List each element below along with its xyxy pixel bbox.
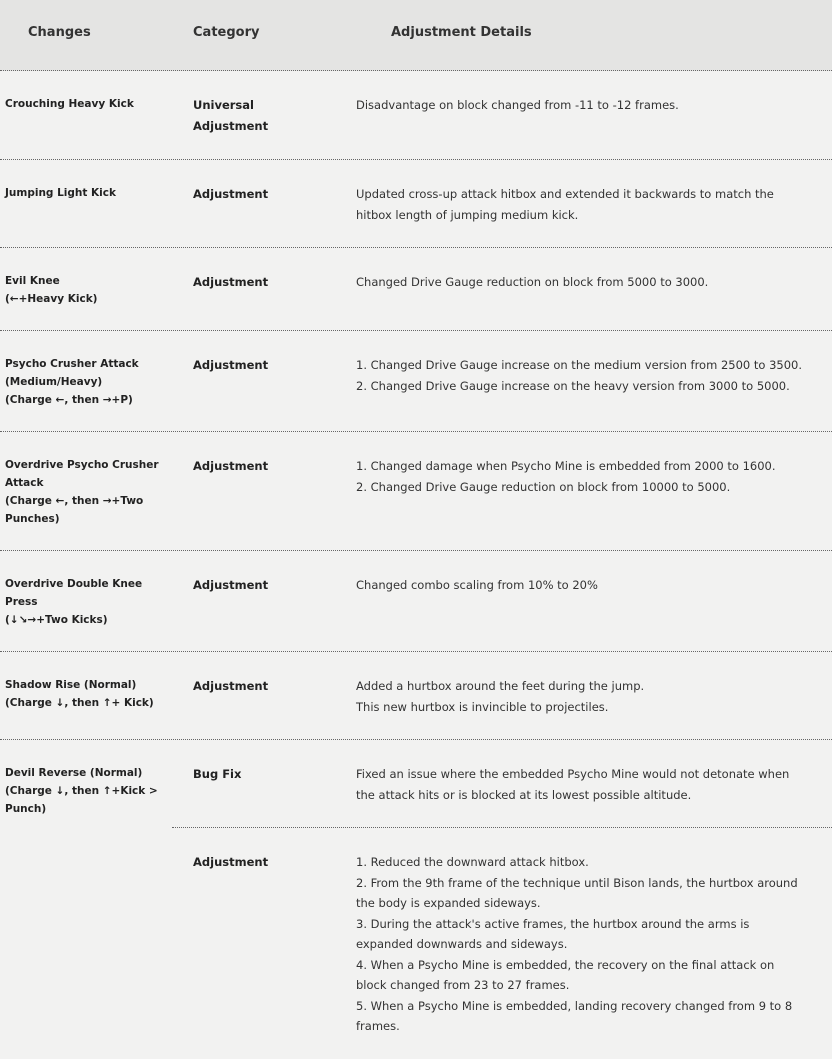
table-row: Overdrive Double Knee Press (↓↘→+Two Kick… (0, 551, 832, 652)
category-cell: Adjustment (193, 358, 269, 372)
details-cell: Changed combo scaling from 10% to 20% (356, 575, 806, 596)
detail-line: This new hurtbox is invincible to projec… (356, 699, 609, 714)
detail-line: Changed combo scaling from 10% to 20% (356, 578, 598, 592)
details-cell: Added a hurtbox around the feet during t… (356, 676, 806, 717)
change-cell: Overdrive Double Knee Press (↓↘→+Two Kick… (0, 551, 165, 651)
change-cell: Devil Reverse (Normal) (Charge ↓, then ↑+… (0, 740, 165, 1059)
change-line: Overdrive Psycho Crusher Attack (5, 459, 159, 489)
entries: Adjustment Added a hurtbox around the fee… (172, 652, 832, 739)
entry: Adjustment 1. Changed damage when Psycho … (172, 432, 832, 519)
entry: Adjustment Changed combo scaling from 10%… (172, 551, 832, 618)
change-line: (↓↘→+Two Kicks) (5, 614, 108, 626)
detail-line: Changed Drive Gauge reduction on block f… (356, 275, 709, 289)
change-line: Evil Knee (5, 275, 60, 287)
table-row: Overdrive Psycho Crusher Attack (Charge ←… (0, 432, 832, 551)
change-line: (Charge ↓, then ↑+ Kick) (5, 697, 154, 709)
table-body: Crouching Heavy Kick Universal Adjustment… (0, 71, 832, 1059)
header-cell: Category (193, 25, 260, 40)
category-cell: Adjustment (193, 187, 269, 201)
change-line: (←+Heavy Kick) (5, 293, 98, 305)
entry: Adjustment Added a hurtbox around the fee… (172, 652, 832, 739)
change-line: Shadow Rise (Normal) (5, 679, 137, 691)
detail-line: 5. When a Psycho Mine is embedded, landi… (356, 998, 793, 1034)
detail-line: Fixed an issue where the embedded Psycho… (356, 767, 790, 802)
entry: Adjustment 1. Changed Drive Gauge increas… (172, 331, 832, 418)
entry: Universal Adjustment Disadvantage on bloc… (172, 71, 832, 159)
details-cell: Changed Drive Gauge reduction on block f… (356, 272, 806, 293)
entries: Adjustment Changed combo scaling from 10%… (172, 551, 832, 651)
page: Changes Category Adjustment Details Crou… (0, 0, 832, 1033)
category-cell: Universal Adjustment (193, 98, 269, 133)
change-cell: Crouching Heavy Kick (0, 71, 165, 159)
detail-line: Added a hurtbox around the feet during t… (356, 679, 645, 693)
entries: Adjustment 1. Changed damage when Psycho … (172, 432, 832, 550)
detail-line: 1. Changed Drive Gauge increase on the m… (356, 358, 802, 372)
details-cell: 1. Changed damage when Psycho Mine is em… (356, 456, 806, 497)
table-row: Jumping Light Kick Adjustment Updated cros… (0, 160, 832, 248)
details-cell: Fixed an issue where the embedded Psycho… (356, 764, 806, 805)
table-row: Devil Reverse (Normal) (Charge ↓, then ↑+… (0, 740, 832, 1059)
category-cell: Bug Fix (193, 767, 242, 781)
category-cell: Adjustment (193, 679, 269, 693)
entries: Adjustment Updated cross-up attack hitbox… (172, 160, 832, 247)
entry: Adjustment Changed Drive Gauge reduction … (172, 248, 832, 315)
detail-line: 3. During the attack's active frames, th… (356, 916, 750, 952)
entries: Universal Adjustment Disadvantage on bloc… (172, 71, 832, 159)
details-cell: Disadvantage on block changed from -11 t… (356, 95, 806, 137)
header-cell: Changes (28, 25, 91, 40)
change-line: Overdrive Double Knee Press (5, 578, 143, 608)
change-line: (Medium/Heavy) (5, 376, 103, 388)
change-line: (Charge ←, then →+Two Punches) (5, 495, 144, 525)
detail-line: Disadvantage on block changed from -11 t… (356, 98, 679, 112)
detail-line: 1. Reduced the downward attack hitbox. (356, 855, 589, 869)
detail-line: 2. From the 9th frame of the technique u… (356, 875, 798, 911)
entry: Bug Fix Fixed an issue where the embedded… (172, 740, 832, 827)
table-row: Crouching Heavy Kick Universal Adjustment… (0, 71, 832, 160)
category-cell: Adjustment (193, 578, 269, 592)
entries: Adjustment Changed Drive Gauge reduction … (172, 248, 832, 330)
details-cell: Updated cross-up attack hitbox and exten… (356, 184, 806, 225)
category-cell: Adjustment (193, 855, 269, 869)
detail-line: Updated cross-up attack hitbox and exten… (356, 187, 774, 222)
header-cell: Adjustment Details (391, 25, 532, 40)
category-cell: Adjustment (193, 275, 269, 289)
details-cell: 1. Reduced the downward attack hitbox. 2.… (356, 852, 806, 1037)
entries: Adjustment 1. Changed Drive Gauge increas… (172, 331, 832, 431)
change-line: (Charge ↓, then ↑+Kick > Punch) (5, 785, 158, 815)
change-line: Psycho Crusher Attack (5, 358, 139, 370)
table-header: Changes Category Adjustment Details (0, 0, 832, 71)
detail-line: 2. Changed Drive Gauge increase on the h… (356, 378, 790, 393)
entry: Adjustment Updated cross-up attack hitbox… (172, 160, 832, 247)
detail-line: 4. When a Psycho Mine is embedded, the r… (356, 957, 775, 993)
change-line: Devil Reverse (Normal) (5, 767, 143, 779)
change-line: Crouching Heavy Kick (5, 98, 134, 110)
table-row: Shadow Rise (Normal) (Charge ↓, then ↑+ K… (0, 652, 832, 740)
entries: Bug Fix Fixed an issue where the embedded… (172, 740, 832, 1059)
details-cell: 1. Changed Drive Gauge increase on the m… (356, 355, 806, 396)
detail-line: 1. Changed damage when Psycho Mine is em… (356, 459, 776, 473)
detail-line: 2. Changed Drive Gauge reduction on bloc… (356, 479, 731, 494)
table-row: Evil Knee (←+Heavy Kick) Adjustment Changed… (0, 248, 832, 331)
change-cell: Evil Knee (←+Heavy Kick) (0, 248, 165, 330)
category-cell: Adjustment (193, 459, 269, 473)
table-row: Psycho Crusher Attack (Medium/Heavy) (Char… (0, 331, 832, 432)
change-cell: Shadow Rise (Normal) (Charge ↓, then ↑+ K… (0, 652, 165, 739)
change-cell: Jumping Light Kick (0, 160, 165, 247)
change-line: (Charge ←, then →+P) (5, 394, 133, 406)
change-cell: Overdrive Psycho Crusher Attack (Charge ←… (0, 432, 165, 550)
entry: Adjustment 1. Reduced the downward attack… (172, 827, 832, 1059)
change-cell: Psycho Crusher Attack (Medium/Heavy) (Char… (0, 331, 165, 431)
change-line: Jumping Light Kick (5, 187, 116, 199)
